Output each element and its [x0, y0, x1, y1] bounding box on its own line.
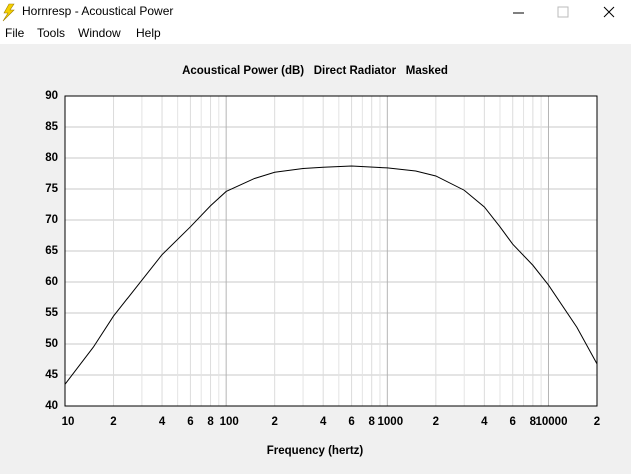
- menu-item[interactable]: File: [5, 26, 25, 40]
- chart-title: Acoustical Power (dB) Direct Radiator Ma…: [182, 65, 448, 77]
- close-button[interactable]: [603, 6, 615, 18]
- x-tick-label: 10000: [535, 416, 567, 428]
- x-tick-label: 2: [271, 416, 277, 428]
- x-tick-label: 8: [207, 416, 214, 428]
- x-tick-label: 2: [110, 416, 116, 428]
- x-tick-label: 4: [481, 416, 488, 428]
- menu-item[interactable]: Tools: [37, 26, 65, 40]
- x-tick-label: 2: [594, 416, 600, 428]
- y-tick-label: 65: [45, 245, 58, 257]
- y-tick-label: 50: [45, 338, 58, 350]
- y-tick-label: 70: [45, 214, 58, 226]
- window-title: Hornresp - Acoustical Power: [22, 4, 173, 18]
- data-line: [64, 165, 598, 385]
- y-tick-label: 40: [45, 400, 58, 412]
- y-tick-label: 80: [45, 152, 58, 164]
- x-tick-label: 8: [530, 416, 537, 428]
- y-tick-label: 60: [45, 276, 58, 288]
- y-tick-label: 85: [45, 121, 58, 133]
- x-tick-label: 2: [433, 416, 439, 428]
- title-bar: [0, 0, 631, 44]
- y-tick-label: 55: [45, 307, 58, 319]
- plot-border: [64, 95, 598, 407]
- y-tick-label: 75: [45, 183, 58, 195]
- x-tick-label: 10: [62, 416, 75, 428]
- maximize-button[interactable]: [557, 6, 569, 18]
- x-tick-label: 1000: [378, 416, 404, 428]
- y-tick-label: 90: [45, 90, 58, 102]
- x-tick-label: 6: [348, 416, 354, 428]
- x-tick-label: 4: [159, 416, 166, 428]
- x-tick-label: 6: [510, 416, 516, 428]
- x-tick-label: 4: [320, 416, 327, 428]
- menu-item[interactable]: Window: [78, 26, 121, 40]
- x-axis-label: Frequency (hertz): [267, 445, 364, 457]
- x-tick-label: 8: [369, 416, 376, 428]
- x-tick-label: 6: [187, 416, 193, 428]
- menu-item[interactable]: Help: [136, 26, 161, 40]
- app-icon: [2, 3, 15, 22]
- y-tick-label: 45: [45, 369, 58, 381]
- x-tick-label: 100: [220, 416, 239, 428]
